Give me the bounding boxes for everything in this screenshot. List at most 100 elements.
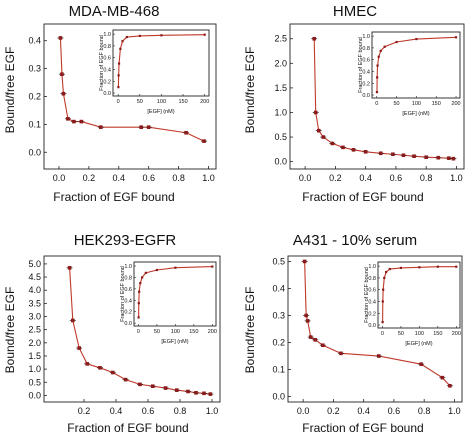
data-point xyxy=(99,125,103,129)
inset-y-tick-label: 0.0 xyxy=(103,91,111,97)
inset-x-tick-label: 200 xyxy=(208,329,217,335)
y-tick-label: 0.2 xyxy=(28,92,41,102)
x-tick-label: 0.2 xyxy=(78,406,91,416)
data-point xyxy=(208,392,213,396)
inset-x-tick-label: 0 xyxy=(381,331,384,337)
x-tick-label: 0.6 xyxy=(390,173,403,183)
data-point xyxy=(139,125,144,129)
inset-x-tick-label: 150 xyxy=(189,329,198,335)
data-point xyxy=(85,362,89,366)
inset-series xyxy=(381,265,458,324)
inset-y-tick-label: 0.0 xyxy=(368,323,376,329)
inset-data-point xyxy=(137,316,140,319)
x-ticks: 0.0 0.2 0.4 0.6 0.8 1.0 xyxy=(53,166,215,183)
inset-chart: Fraction of EGF bound [EGF] (nM) 0 50 100 1… xyxy=(364,261,461,347)
data-point xyxy=(313,338,318,342)
data-point xyxy=(72,119,76,124)
chart-title: HMEC xyxy=(333,3,377,20)
x-tick-label: 1.0 xyxy=(450,173,463,183)
inset-y-tick-label: 0.2 xyxy=(362,81,370,87)
data-point xyxy=(302,259,307,264)
data-point xyxy=(330,141,335,146)
inset-x-tick-label: 200 xyxy=(452,331,461,337)
inset-x-tick-label: 0 xyxy=(137,329,140,335)
inset-data-point xyxy=(203,33,206,36)
data-point xyxy=(308,335,313,339)
x-tick-label: 0.8 xyxy=(420,173,433,183)
inset-ticks: 0 50 100 150 200 0.0 0.2 0.4 0.6 0.8 1.0 xyxy=(362,34,460,107)
inset-data-point xyxy=(160,34,163,37)
inset-x-tick-label: 150 xyxy=(433,331,442,337)
inset-data-point xyxy=(144,271,147,274)
data-point xyxy=(447,156,451,160)
inset-data-point xyxy=(382,288,385,291)
inset-chart: Fraction of EGF bound [EGF] (nM) 0 50 100 1… xyxy=(358,31,461,117)
plot-frame xyxy=(43,255,221,403)
x-axis-label: Fraction of EGF bound xyxy=(67,421,188,435)
data-point xyxy=(412,154,416,159)
inset-data-point xyxy=(383,276,386,280)
inset-x-label: [EGF] (nM) xyxy=(161,339,188,345)
y-tick-label: 4.5 xyxy=(28,272,41,282)
chart-title: MDA-MB-468 xyxy=(69,3,160,20)
data-point xyxy=(184,130,188,135)
inset-y-label: Fraction of EGF bound xyxy=(120,266,126,322)
y-tick-label: 2.5 xyxy=(274,34,287,44)
y-tick-label: 2.0 xyxy=(274,58,287,68)
y-tick-label: 0.3 xyxy=(272,310,285,320)
chart-panel-hmec: HMEC Bound/free EGF Fraction of EGF boun… xyxy=(243,3,465,204)
inset-y-label: Fraction of EGF bound xyxy=(364,267,370,323)
x-axis-label: Fraction of EGF bound xyxy=(302,190,423,204)
y-tick-label: 0.0 xyxy=(272,392,285,402)
y-tick-label: 0.1 xyxy=(28,119,41,129)
inset-frame xyxy=(371,31,461,99)
chart-title: HEK293-EGFR xyxy=(74,232,177,249)
y-tick-label: 0.1 xyxy=(272,365,285,375)
inset-data-point xyxy=(117,62,121,65)
inset-data-point xyxy=(375,91,379,94)
x-tick-label: 0.0 xyxy=(297,406,310,416)
inset-series-line xyxy=(117,34,205,88)
data-point xyxy=(123,377,128,382)
inset-data-point xyxy=(117,86,120,89)
inset-y-tick-label: 0.8 xyxy=(368,276,376,282)
x-tick-label: 0.4 xyxy=(113,173,126,183)
y-ticks: 0.0 0.5 1.0 1.5 2.0 2.5 3.0 3.5 4.0 4.5 5.0 xyxy=(28,259,47,400)
y-tick-label: 0.5 xyxy=(28,377,41,387)
data-point xyxy=(339,351,343,356)
inset-y-tick-label: 0.6 xyxy=(362,58,370,64)
y-tick-label: 0.5 xyxy=(274,132,287,142)
inset-y-label: Fraction of EGF bound xyxy=(358,37,364,93)
y-tick-label: 0.3 xyxy=(28,64,41,74)
y-tick-label: 1.5 xyxy=(274,83,287,93)
x-ticks: 0.0 0.2 0.4 0.6 0.8 1.0 xyxy=(299,166,463,183)
inset-data-point xyxy=(137,302,140,305)
x-axis-label: Fraction of EGF bound xyxy=(53,190,174,204)
x-ticks: 0.0 0.2 0.4 0.6 0.8 1.0 xyxy=(297,399,461,416)
series-line xyxy=(313,38,454,160)
inset-chart: Fraction of EGF bound [EGF] (nM) 0 50 100 1… xyxy=(120,261,217,345)
x-tick-label: 0.0 xyxy=(299,173,312,183)
data-point xyxy=(111,370,115,375)
inset-x-tick-label: 200 xyxy=(200,99,209,105)
inset-data-point xyxy=(381,321,384,324)
inset-data-point xyxy=(381,300,384,303)
inset-data-point xyxy=(454,36,458,39)
x-ticks: 0.2 0.4 0.6 0.8 1.0 xyxy=(78,399,218,416)
inset-x-tick-label: 50 xyxy=(154,329,160,335)
data-point xyxy=(202,139,206,143)
plot-frame xyxy=(43,23,217,170)
inset-series-line xyxy=(382,266,457,323)
inset-data-point xyxy=(418,266,421,269)
inset-data-point xyxy=(141,276,144,279)
inset-x-tick-label: 150 xyxy=(178,99,187,105)
data-point xyxy=(440,375,445,380)
inset-data-point xyxy=(138,290,141,293)
inset-series xyxy=(375,36,458,94)
x-axis-label: Fraction of EGF bound xyxy=(302,421,423,435)
inset-data-point xyxy=(138,34,141,37)
inset-y-tick-label: 0.4 xyxy=(362,69,370,75)
inset-y-tick-label: 0.0 xyxy=(362,93,370,99)
inset-frame xyxy=(112,29,210,97)
data-point xyxy=(58,36,63,40)
